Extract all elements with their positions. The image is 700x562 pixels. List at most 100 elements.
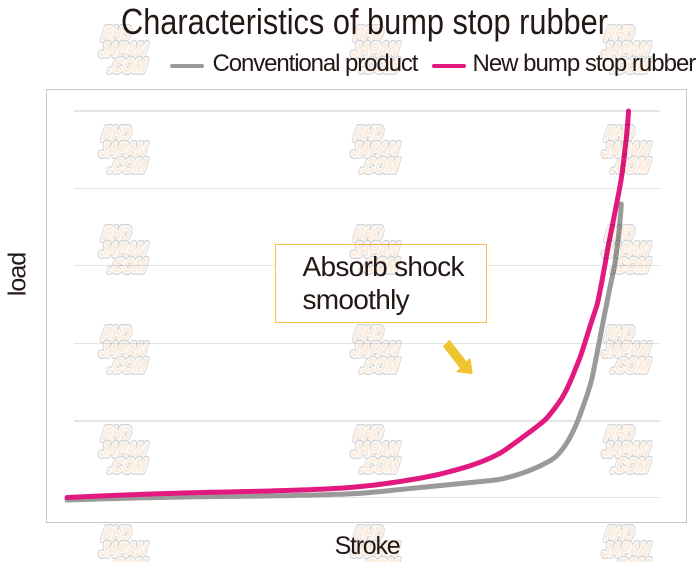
svg-text:JAPAN: JAPAN (350, 440, 401, 461)
svg-text:JAPAN: JAPAN (601, 540, 652, 561)
svg-text:.COM: .COM (359, 456, 400, 477)
svg-text:.COM: .COM (107, 556, 148, 562)
svg-text:JAPAN: JAPAN (601, 440, 652, 461)
svg-text:JAPAN: JAPAN (601, 140, 652, 161)
svg-text:RHD: RHD (101, 524, 133, 545)
svg-text:RHD: RHD (353, 524, 385, 545)
svg-text:RHD: RHD (101, 424, 133, 445)
svg-text:JAPAN: JAPAN (98, 240, 149, 261)
svg-text:.COM: .COM (610, 356, 651, 377)
svg-text:JAPAN: JAPAN (98, 40, 149, 61)
svg-text:.COM: .COM (610, 356, 651, 377)
svg-text:JAPAN: JAPAN (350, 440, 401, 461)
svg-text:JAPAN: JAPAN (350, 540, 401, 561)
svg-text:JAPAN: JAPAN (98, 540, 149, 561)
svg-text:RHD: RHD (604, 124, 636, 145)
svg-text:.COM: .COM (610, 256, 651, 277)
svg-text:RHD: RHD (353, 424, 385, 445)
svg-text:.COM: .COM (359, 356, 400, 377)
svg-text:JAPAN: JAPAN (350, 340, 401, 361)
svg-text:.COM: .COM (359, 156, 400, 177)
svg-text:.COM: .COM (359, 556, 400, 562)
svg-text:.COM: .COM (107, 256, 148, 277)
svg-text:.COM: .COM (610, 456, 651, 477)
svg-text:.COM: .COM (610, 556, 651, 562)
svg-text:RHD: RHD (604, 24, 636, 45)
svg-text:RHD: RHD (604, 124, 636, 145)
svg-text:.COM: .COM (359, 356, 400, 377)
svg-text:RHD: RHD (101, 24, 133, 45)
svg-text:JAPAN: JAPAN (601, 340, 652, 361)
svg-text:.COM: .COM (610, 156, 651, 177)
svg-text:JAPAN: JAPAN (98, 440, 149, 461)
svg-text:JAPAN: JAPAN (98, 440, 149, 461)
svg-text:RHD: RHD (353, 124, 385, 145)
svg-text:JAPAN: JAPAN (98, 140, 149, 161)
svg-text:RHD: RHD (101, 224, 133, 245)
svg-text:RHD: RHD (101, 124, 133, 145)
svg-text:JAPAN: JAPAN (601, 140, 652, 161)
svg-text:.COM: .COM (610, 456, 651, 477)
svg-text:RHD: RHD (604, 324, 636, 345)
svg-text:.COM: .COM (610, 56, 651, 77)
svg-text:RHD: RHD (353, 424, 385, 445)
svg-text:JAPAN: JAPAN (601, 440, 652, 461)
svg-text:JAPAN: JAPAN (98, 240, 149, 261)
svg-text:RHD: RHD (353, 524, 385, 545)
svg-text:JAPAN: JAPAN (601, 240, 652, 261)
svg-text:RHD: RHD (353, 324, 385, 345)
svg-text:.COM: .COM (359, 256, 400, 277)
svg-text:RHD: RHD (604, 424, 636, 445)
svg-text:JAPAN: JAPAN (98, 40, 149, 61)
svg-text:.COM: .COM (359, 56, 400, 77)
svg-text:.COM: .COM (610, 456, 651, 477)
svg-text:.COM: .COM (610, 556, 651, 562)
svg-text:JAPAN: JAPAN (98, 340, 149, 361)
svg-text:RHD: RHD (604, 524, 636, 545)
svg-text:RHD: RHD (353, 224, 385, 245)
svg-text:.COM: .COM (359, 556, 400, 562)
svg-text:JAPAN: JAPAN (601, 440, 652, 461)
svg-text:.COM: .COM (610, 56, 651, 77)
svg-text:.COM: .COM (107, 156, 148, 177)
svg-text:JAPAN: JAPAN (98, 140, 149, 161)
svg-text:RHD: RHD (353, 124, 385, 145)
svg-text:.COM: .COM (107, 456, 148, 477)
svg-text:JAPAN: JAPAN (350, 240, 401, 261)
svg-text:.COM: .COM (359, 456, 400, 477)
svg-text:JAPAN: JAPAN (350, 240, 401, 261)
svg-text:JAPAN: JAPAN (601, 540, 652, 561)
svg-text:JAPAN: JAPAN (98, 540, 149, 561)
svg-text:RHD: RHD (604, 524, 636, 545)
svg-text:JAPAN: JAPAN (98, 340, 149, 361)
svg-text:JAPAN: JAPAN (98, 140, 149, 161)
svg-text:RHD: RHD (101, 224, 133, 245)
svg-text:JAPAN: JAPAN (601, 340, 652, 361)
svg-text:JAPAN: JAPAN (601, 340, 652, 361)
svg-text:.COM: .COM (610, 56, 651, 77)
svg-text:JAPAN: JAPAN (98, 340, 149, 361)
svg-text:JAPAN: JAPAN (350, 140, 401, 161)
svg-text:.COM: .COM (107, 556, 148, 562)
svg-text:.COM: .COM (107, 156, 148, 177)
svg-text:.COM: .COM (359, 56, 400, 77)
svg-text:.COM: .COM (107, 556, 148, 562)
svg-text:RHD: RHD (604, 224, 636, 245)
svg-text:JAPAN: JAPAN (601, 240, 652, 261)
svg-text:JAPAN: JAPAN (350, 140, 401, 161)
svg-text:RHD: RHD (353, 224, 385, 245)
svg-text:JAPAN: JAPAN (98, 440, 149, 461)
svg-text:.COM: .COM (610, 156, 651, 177)
svg-text:JAPAN: JAPAN (350, 40, 401, 61)
svg-text:JAPAN: JAPAN (98, 240, 149, 261)
svg-text:JAPAN: JAPAN (350, 40, 401, 61)
svg-text:RHD: RHD (604, 224, 636, 245)
svg-text:RHD: RHD (604, 324, 636, 345)
svg-text:JAPAN: JAPAN (350, 540, 401, 561)
svg-text:JAPAN: JAPAN (601, 40, 652, 61)
svg-text:JAPAN: JAPAN (98, 40, 149, 61)
svg-text:.COM: .COM (610, 356, 651, 377)
svg-text:.COM: .COM (359, 456, 400, 477)
svg-text:RHD: RHD (101, 124, 133, 145)
svg-text:RHD: RHD (101, 324, 133, 345)
